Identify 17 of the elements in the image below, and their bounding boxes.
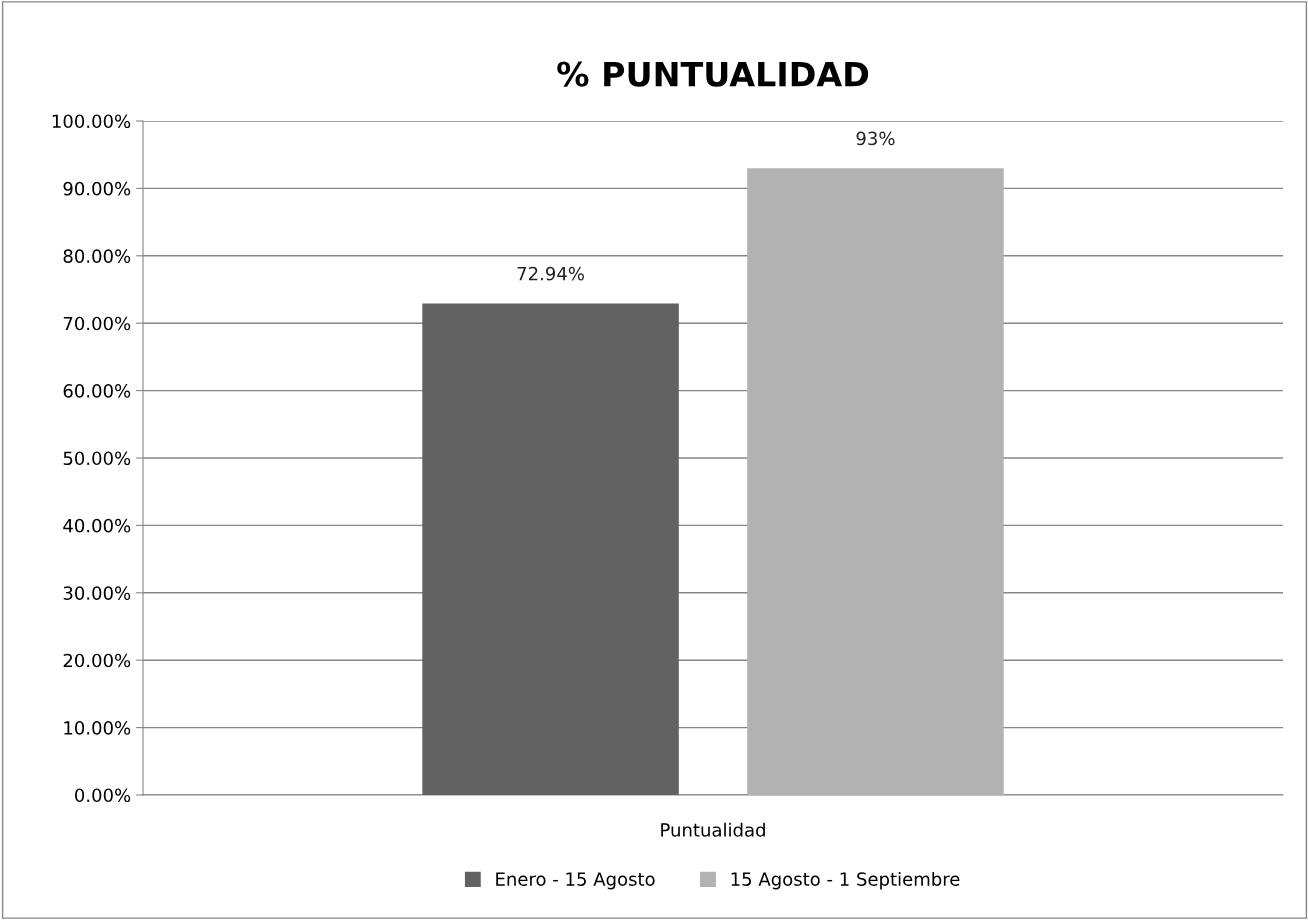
- x-tick-label: Puntualidad: [661, 822, 765, 837]
- y-tick-label: 70.00%: [63, 316, 131, 331]
- y-tick-label: 100.00%: [52, 114, 131, 129]
- y-tick-label: 40.00%: [63, 518, 131, 533]
- legend-label: 15 Agosto - 1 Septiembre: [731, 871, 960, 890]
- data-label: 93%: [856, 131, 895, 146]
- y-tick-label: 60.00%: [63, 384, 131, 398]
- y-tick-label: 30.00%: [63, 586, 131, 600]
- chart-title: % PUNTUALIDAD: [557, 61, 869, 87]
- y-tick-label: 0.00%: [75, 788, 131, 803]
- y-tick-label: 20.00%: [63, 653, 131, 668]
- y-tick-label: 90.00%: [63, 181, 131, 196]
- y-tick-label: 50.00%: [63, 451, 131, 466]
- legend-label: Enero - 15 Agosto: [496, 872, 655, 890]
- y-tick-label: 10.00%: [64, 721, 131, 735]
- y-tick-label: 80.00%: [63, 249, 131, 263]
- data-label: 72.94%: [517, 266, 584, 281]
